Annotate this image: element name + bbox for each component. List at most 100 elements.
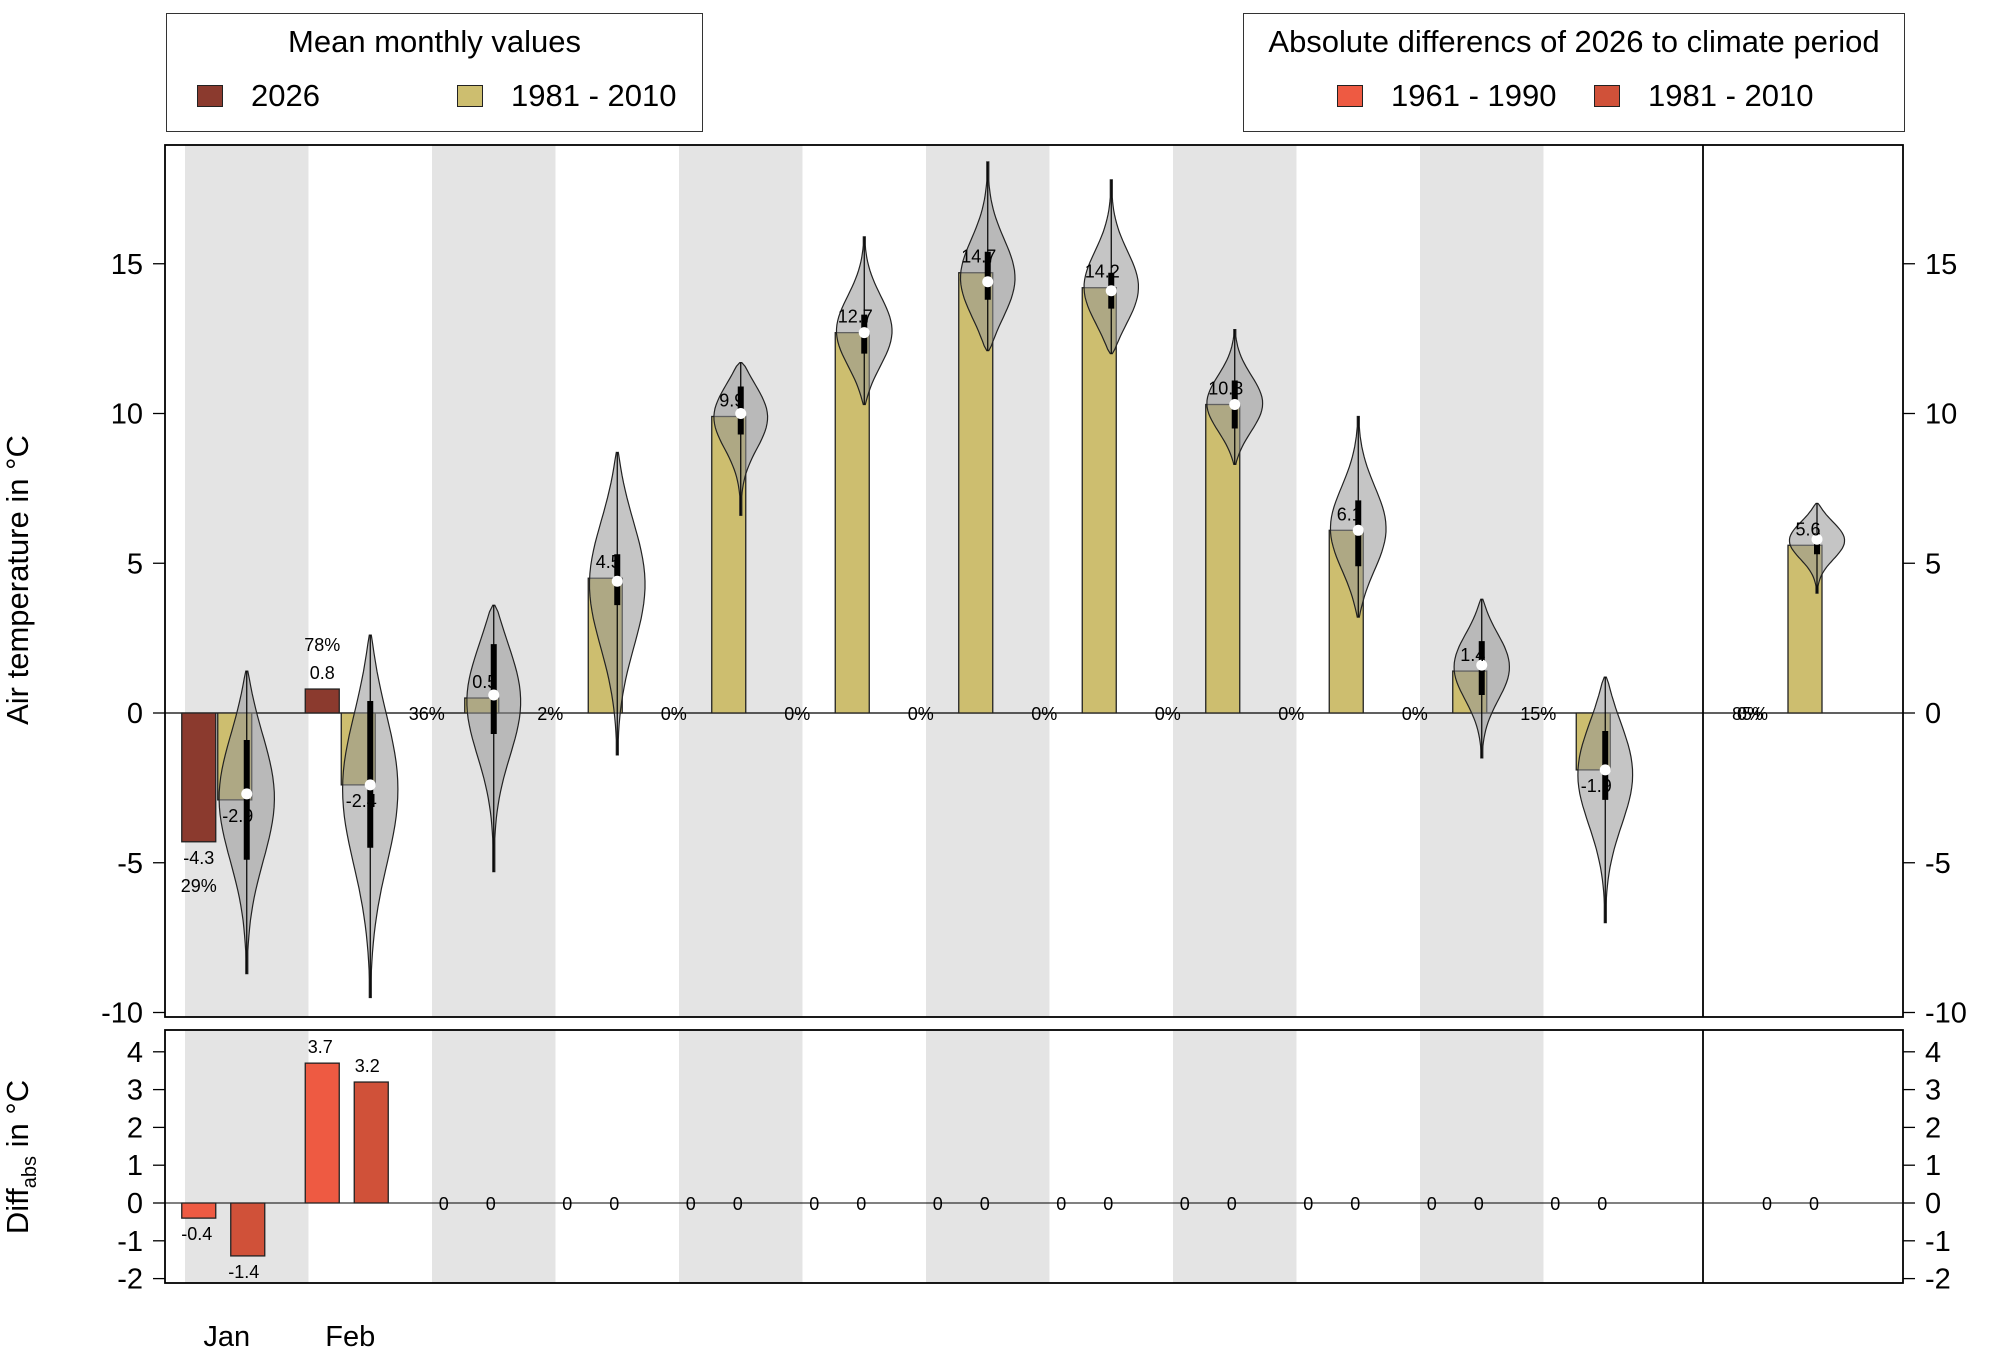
bar-climate-1981-2010	[1081, 287, 1117, 714]
month-label-jan: Jan	[203, 1321, 250, 1350]
diff-label-1981-2010: 0	[980, 1194, 990, 1214]
month-band-top	[432, 145, 556, 1017]
diff-label-1981-2010: -1.4	[228, 1262, 259, 1282]
diff-label-1961-1990: 0	[1056, 1194, 1066, 1214]
legend-swatch	[1337, 85, 1363, 107]
legend-title: Mean monthly values	[288, 24, 581, 59]
bar-diff-1981-2010	[230, 1202, 266, 1257]
percent-label-missing: 2%	[537, 704, 563, 724]
y-axis-title-bottom: Diffabs in °C	[0, 1080, 41, 1234]
legend-item-2026: 2026	[197, 78, 320, 114]
diff-label-1961-1990: 0	[1762, 1194, 1772, 1214]
y-tick-label-right-top: 0	[1925, 698, 1941, 730]
y-tick-label-left-bottom: 0	[127, 1188, 143, 1220]
violin-median	[1352, 524, 1364, 536]
diff-label-1961-1990: 0	[1427, 1194, 1437, 1214]
y-tick-label-right-bottom: 3	[1925, 1075, 1941, 1107]
bar-2026	[304, 688, 340, 714]
y-tick-label-right-bottom: -1	[1925, 1226, 1951, 1258]
percent-label-missing: 0%	[1155, 704, 1181, 724]
y-axis-title-bottom-subscript: abs	[19, 1156, 41, 1188]
value-label-climate: -2.9	[222, 806, 253, 826]
diff-label-1981-2010: 0	[486, 1194, 496, 1214]
percent-label-missing: 0%	[784, 704, 810, 724]
legend-label: 2026	[251, 78, 320, 113]
percent-label-missing: 0%	[661, 704, 687, 724]
month-band-bottom	[926, 1030, 1050, 1283]
value-label-climate: 10.3	[1208, 379, 1243, 399]
value-label-climate: 12.7	[838, 307, 873, 327]
diff-label-1961-1990: 0	[1180, 1194, 1190, 1214]
violin-median	[364, 779, 376, 791]
violin-median	[1476, 659, 1488, 671]
bottom-panel-frame	[164, 1029, 1904, 1284]
bar-diff-1981-2010	[353, 1081, 389, 1204]
month-band-bottom	[432, 1030, 556, 1283]
percent-label-missing: 85%	[1732, 704, 1768, 724]
month-band-bottom	[1420, 1030, 1544, 1283]
percent-label-missing: 0%	[1737, 704, 1763, 724]
legend-label: 1981 - 2010	[1648, 78, 1814, 113]
y-tick-label-right-bottom: 0	[1925, 1188, 1941, 1220]
month-label-feb: Feb	[325, 1321, 375, 1350]
value-label-climate: 1.4	[1460, 645, 1485, 665]
diff-label-1981-2010: 0	[609, 1194, 619, 1214]
diff-label-1981-2010: 0	[1597, 1194, 1607, 1214]
month-band-bottom	[1173, 1030, 1297, 1283]
violin-median	[488, 689, 500, 701]
diff-label-1981-2010: 0	[733, 1194, 743, 1214]
y-tick-label-left-top: -5	[117, 848, 143, 880]
percent-label-missing: 15%	[1520, 704, 1556, 724]
diff-label-1961-1990: 0	[1303, 1194, 1313, 1214]
percent-label-2026: 78%	[304, 635, 340, 655]
violin-median	[1811, 533, 1823, 545]
legend-item-1961-1990: 1961 - 1990	[1337, 78, 1556, 114]
y-tick-label-right-top: -10	[1925, 998, 1967, 1030]
y-tick-label-left-top: 5	[127, 548, 143, 580]
percent-label-missing: 0%	[1031, 704, 1057, 724]
diff-label-1981-2010: 0	[1474, 1194, 1484, 1214]
diff-label-1981-2010: 0	[1809, 1194, 1819, 1214]
y-tick-label-right-bottom: 2	[1925, 1112, 1941, 1144]
diff-label-1981-2010: 3.2	[355, 1056, 380, 1076]
y-tick-label-left-bottom: 1	[127, 1150, 143, 1182]
diff-label-1961-1990: -0.4	[181, 1224, 212, 1244]
value-label-climate: -2.4	[346, 791, 377, 811]
violin-median	[1229, 399, 1241, 411]
y-tick-label-left-top: 15	[111, 249, 143, 281]
bar-2026	[181, 712, 217, 843]
legend-swatch	[197, 85, 223, 107]
value-label-2026: 0.8	[310, 663, 335, 683]
percent-label-missing: 0%	[1402, 704, 1428, 724]
value-label-climate: 5.6	[1795, 519, 1820, 539]
month-band-top	[1420, 145, 1544, 1017]
legend-absolute-differences: Absolute differencs of 2026 to climate p…	[1243, 13, 1905, 132]
value-label-climate: 9.9	[719, 390, 744, 410]
diff-label-1981-2010: 0	[1227, 1194, 1237, 1214]
diff-label-1961-1990: 0	[562, 1194, 572, 1214]
violin-median	[241, 788, 253, 800]
legend-mean-monthly: Mean monthly values 2026 1981 - 2010	[166, 13, 703, 132]
value-label-climate: 4.5	[596, 552, 621, 572]
diff-label-1981-2010: 0	[1350, 1194, 1360, 1214]
y-tick-label-right-top: 10	[1925, 399, 1957, 431]
diff-label-1961-1990: 0	[1550, 1194, 1560, 1214]
y-tick-label-left-bottom: -2	[117, 1264, 143, 1296]
value-label-2026: -4.3	[183, 848, 214, 868]
value-label-climate: -1.9	[1581, 776, 1612, 796]
violin-median	[1599, 764, 1611, 776]
y-tick-label-left-bottom: 4	[127, 1037, 143, 1069]
y-tick-label-right-top: -5	[1925, 848, 1951, 880]
y-tick-label-left-bottom: 3	[127, 1075, 143, 1107]
percent-label-missing: 36%	[409, 704, 445, 724]
y-tick-label-left-top: 0	[127, 698, 143, 730]
violin-median	[611, 575, 623, 587]
y-tick-label-right-bottom: 4	[1925, 1037, 1941, 1069]
diff-label-1961-1990: 0	[686, 1194, 696, 1214]
y-tick-label-left-bottom: -1	[117, 1226, 143, 1258]
legend-label: 1981 - 2010	[511, 78, 677, 113]
month-band-bottom	[679, 1030, 803, 1283]
y-tick-label-right-top: 5	[1925, 548, 1941, 580]
violin-median	[982, 276, 994, 288]
